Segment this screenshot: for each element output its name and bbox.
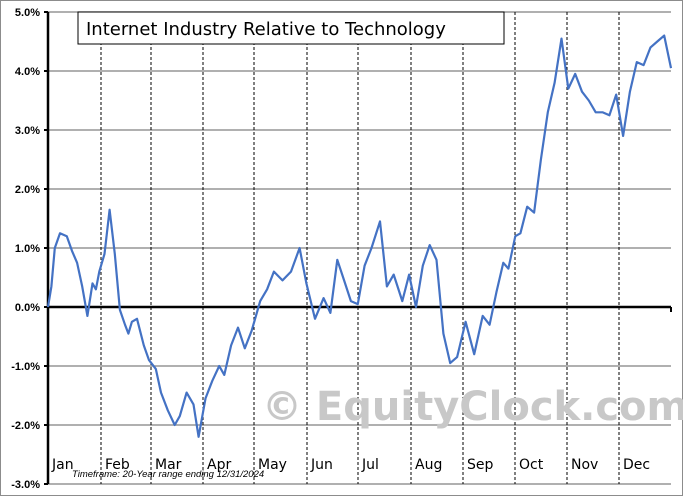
- watermark: © EquityClock.com: [262, 384, 683, 430]
- y-tick-label: 2.0%: [15, 184, 40, 196]
- x-tick-label: Sep: [467, 457, 494, 473]
- x-tick-label: Apr: [207, 457, 231, 473]
- timeframe-footnote: Timeframe: 20-Year range ending 12/31/20…: [72, 469, 264, 480]
- x-tick-label: Nov: [571, 457, 598, 473]
- y-axis: 5.0% 4.0% 3.0% 2.0% 1.0% 0.0% -1.0% -2.0% -3.0%: [11, 7, 672, 491]
- x-tick-label: Aug: [415, 457, 442, 473]
- x-tick-label: Jun: [310, 457, 333, 473]
- y-tick-label: 4.0%: [15, 66, 40, 78]
- y-tick-label: -2.0%: [11, 420, 40, 432]
- chart-title-box: Internet Industry Relative to Technology: [77, 11, 505, 45]
- x-tick-label: Mar: [155, 457, 182, 473]
- x-axis-month-labels: Jan Feb Mar Apr May Jun Jul Aug Sep Oct Nov Dec: [51, 457, 650, 473]
- y-tick-label: -1.0%: [11, 361, 40, 373]
- x-tick-label: Jul: [361, 457, 379, 473]
- y-tick-label: -3.0%: [11, 479, 40, 491]
- y-tick-label: 1.0%: [15, 243, 40, 255]
- series-line: [46, 34, 673, 438]
- month-divider-lines: [100, 12, 620, 484]
- y-tick-label: 0.0%: [15, 302, 40, 314]
- x-tick-label: May: [258, 457, 287, 473]
- y-tick-label: 3.0%: [15, 125, 40, 137]
- x-tick-label: Oct: [519, 457, 544, 473]
- x-tick-label: Dec: [623, 457, 650, 473]
- x-tick-label: Feb: [105, 457, 130, 473]
- x-tick-label: Jan: [51, 457, 74, 473]
- y-tick-label: 5.0%: [15, 7, 40, 19]
- chart-title: Internet Industry Relative to Technology: [86, 19, 446, 40]
